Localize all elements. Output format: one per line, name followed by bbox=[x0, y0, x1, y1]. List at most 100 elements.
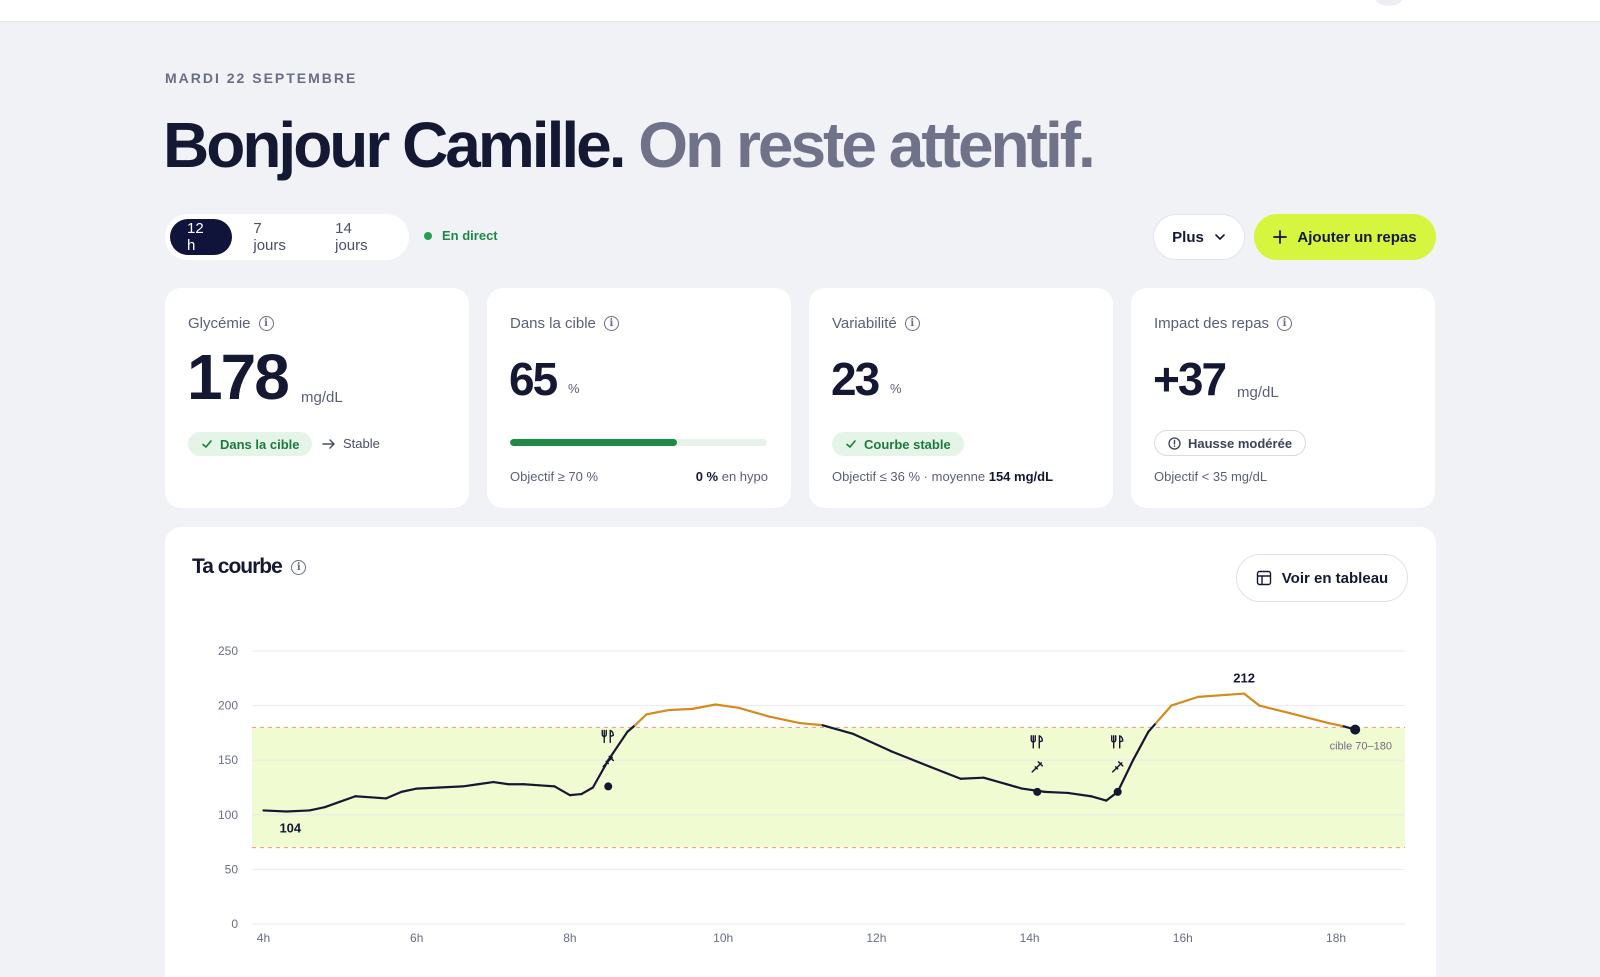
hypo-value: 0 % bbox=[695, 469, 719, 484]
more-button[interactable]: Plus bbox=[1153, 214, 1245, 260]
top-bar bbox=[0, 0, 1600, 22]
x-tick-label: 12h bbox=[866, 931, 886, 945]
in-range-progress-fill bbox=[510, 439, 678, 446]
card-in-range-title: Dans la cible bbox=[510, 315, 596, 332]
in-range-progress-bar bbox=[510, 439, 767, 446]
range-tab-12h[interactable]: 12 h bbox=[170, 219, 233, 255]
hypo-info: 0 % en hypo bbox=[696, 469, 768, 484]
variability-mean: 154 mg/dL bbox=[988, 469, 1054, 484]
range-tab-14-days[interactable]: 14 jours bbox=[335, 220, 368, 254]
glucose-line-segment bbox=[626, 724, 637, 733]
table-icon bbox=[1256, 570, 1271, 586]
glucose-line-segment bbox=[1154, 704, 1173, 725]
glucose-line-segment bbox=[1170, 695, 1200, 707]
glucose-line-chart: 0 50 100 150 200 250 cible 70–180 4h 6h 8h 10h 12h 1… bbox=[218, 644, 1405, 945]
view-table-button[interactable]: Voir en tableau bbox=[1236, 554, 1408, 602]
glucose-line-segment bbox=[339, 795, 357, 803]
info-icon[interactable]: i bbox=[603, 316, 619, 331]
glucose-line-segment bbox=[461, 783, 480, 788]
card-variability-title: Variabilité bbox=[832, 315, 897, 332]
glucose-line-segment bbox=[959, 776, 985, 780]
meal-impact-value: +37 bbox=[1153, 353, 1227, 405]
status-badge: Courbe stable bbox=[832, 432, 964, 456]
glucose-line-segment bbox=[580, 786, 595, 796]
y-tick-label: 0 bbox=[231, 917, 238, 931]
trend-indicator: Stable bbox=[322, 436, 380, 451]
meal-impact-objective: Objectif < 35 mg/dL bbox=[1154, 469, 1268, 484]
x-tick-label: 8h bbox=[563, 931, 576, 945]
meal-point bbox=[1033, 787, 1042, 796]
arrow-right-icon bbox=[322, 438, 335, 449]
plus-icon bbox=[1273, 230, 1288, 244]
x-tick-label: 4h bbox=[257, 931, 270, 945]
glucose-line-segment bbox=[553, 785, 572, 797]
range-tab-7-days[interactable]: 7 jours bbox=[253, 220, 286, 254]
x-tick-label: 16h bbox=[1173, 931, 1193, 945]
card-glycemia-title: Glycémie bbox=[188, 315, 251, 332]
card-glycemia[interactable]: Glycémie i 178 mg/dL Dans la cible Stabl… bbox=[165, 288, 469, 508]
info-icon[interactable]: i bbox=[1277, 316, 1293, 331]
glucose-line-segment bbox=[415, 786, 441, 790]
fork-knife-icon bbox=[1030, 735, 1043, 749]
glucose-line-segment bbox=[1066, 791, 1092, 798]
glucose-line-segment bbox=[928, 765, 962, 780]
glucose-line-segment bbox=[308, 806, 326, 812]
card-meal-impact-title-row: Impact des repas i bbox=[1154, 315, 1293, 332]
greeting: Bonjour Camille. bbox=[163, 109, 626, 181]
status-badge: Dans la cible bbox=[188, 432, 313, 456]
glucose-line-segment bbox=[607, 730, 629, 762]
glucose-line-segment bbox=[798, 721, 824, 727]
greeting-subtitle: On reste attentif. bbox=[638, 109, 1096, 181]
glucose-line-segment bbox=[645, 708, 671, 716]
avatar[interactable] bbox=[1374, 0, 1404, 6]
view-table-label: Voir en tableau bbox=[1281, 569, 1389, 587]
target-range-label: cible 70–180 bbox=[1330, 740, 1392, 752]
card-in-range-title-row: Dans la cible i bbox=[510, 315, 619, 332]
glucose-line-segment bbox=[369, 796, 388, 800]
glucose-line-segment bbox=[1043, 790, 1070, 795]
glucose-line-segment bbox=[737, 706, 771, 718]
glucose-line-segment bbox=[1089, 795, 1108, 802]
add-meal-button[interactable]: Ajouter un repas bbox=[1254, 214, 1436, 260]
variability-value: 23 bbox=[831, 353, 880, 405]
card-meal-impact[interactable]: Impact des repas i +37 mg/dL Hausse modé… bbox=[1131, 288, 1435, 508]
info-icon[interactable]: i bbox=[290, 559, 306, 575]
check-icon bbox=[202, 440, 212, 448]
variability-unit: % bbox=[890, 381, 902, 396]
live-label: En direct bbox=[442, 228, 498, 243]
check-icon bbox=[846, 440, 856, 448]
info-icon[interactable]: i bbox=[904, 316, 920, 331]
hypo-label: en hypo bbox=[721, 469, 768, 484]
glucose-line-segment bbox=[1258, 704, 1292, 715]
glucose-line-segment bbox=[1005, 783, 1024, 790]
data-label: 104 bbox=[279, 820, 301, 835]
glucose-line-segment bbox=[768, 715, 801, 725]
y-tick-label: 50 bbox=[225, 862, 239, 876]
status-badge-label: Dans la cible bbox=[220, 436, 300, 452]
glucose-line-segment bbox=[1227, 692, 1246, 696]
card-glycemia-title-row: Glycémie i bbox=[188, 315, 274, 332]
alert-circle-icon bbox=[1168, 436, 1181, 450]
fork-knife-icon bbox=[1111, 735, 1124, 749]
current-value-point bbox=[1350, 724, 1361, 735]
in-range-unit: % bbox=[568, 381, 580, 396]
y-tick-label: 250 bbox=[218, 644, 238, 658]
glucose-line-segment bbox=[538, 784, 556, 788]
glycemia-value: 178 bbox=[187, 341, 290, 413]
meal-point bbox=[604, 782, 613, 791]
card-variability[interactable]: Variabilité i 23 % Courbe stable Objecti… bbox=[809, 288, 1113, 508]
variability-objective-text: Objectif ≤ 36 % · moyenne bbox=[832, 469, 986, 484]
glucose-line-segment bbox=[1116, 759, 1135, 793]
glucose-line-segment bbox=[668, 707, 694, 712]
info-icon[interactable]: i bbox=[258, 316, 274, 331]
y-tick-label: 100 bbox=[218, 808, 238, 822]
syringe-icon bbox=[1031, 761, 1044, 773]
glucose-line-segment bbox=[691, 703, 717, 710]
x-tick-label: 6h bbox=[410, 931, 423, 945]
y-tick-label: 200 bbox=[218, 699, 238, 713]
glycemia-unit: mg/dL bbox=[301, 389, 343, 406]
card-in-range[interactable]: Dans la cible i 65 % Objectif ≥ 70 % 0 %… bbox=[487, 288, 791, 508]
meal-point bbox=[1113, 787, 1122, 796]
add-meal-label: Ajouter un repas bbox=[1297, 228, 1417, 246]
chart-title: Ta courbe bbox=[192, 555, 283, 578]
